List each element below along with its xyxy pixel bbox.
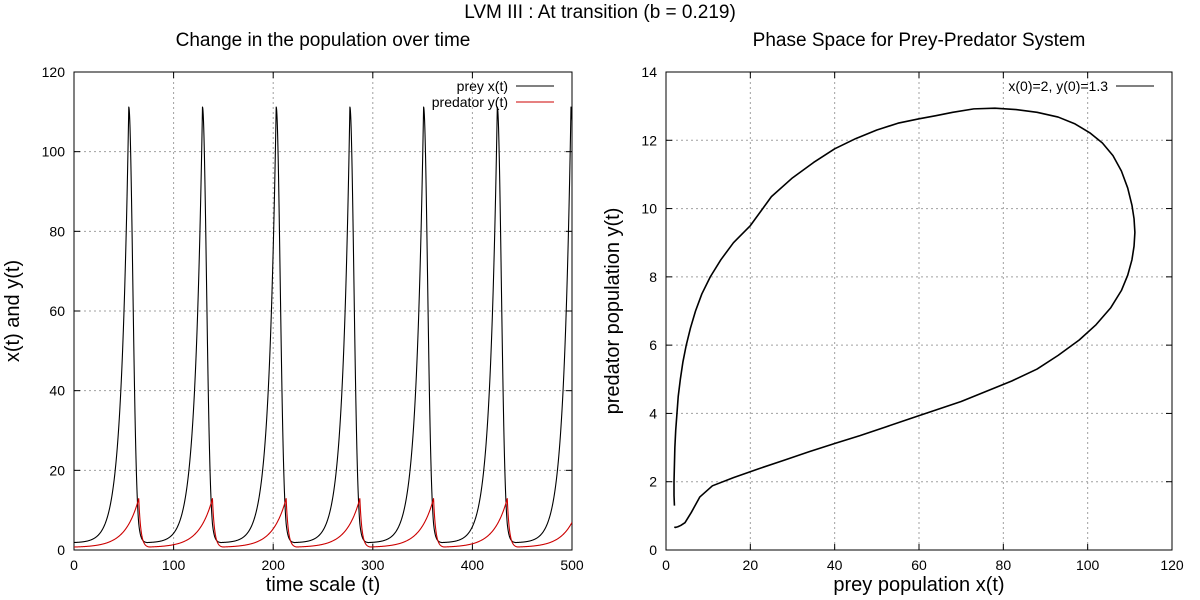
y-tick-label: 40 xyxy=(49,383,65,399)
x-tick-label: 120 xyxy=(1160,557,1184,573)
y-axis-label: x(t) and y(t) xyxy=(2,260,24,362)
x-tick-label: 40 xyxy=(827,557,843,573)
plot-frame xyxy=(665,71,1173,551)
y-tick-label: 2 xyxy=(649,474,657,490)
y-tick-label: 10 xyxy=(641,201,657,217)
y-tick-label: 20 xyxy=(49,462,65,478)
y-axis-label: predator population y(t) xyxy=(602,208,624,415)
chart-title: Change in the population over time xyxy=(176,30,471,51)
x-axis-label: prey population x(t) xyxy=(833,574,1004,596)
x-tick-label: 80 xyxy=(996,557,1012,573)
y-tick-label: 60 xyxy=(49,303,65,319)
series-line-0 xyxy=(74,106,572,544)
series-line-1 xyxy=(74,498,572,548)
x-axis-label: time scale (t) xyxy=(266,574,380,596)
y-tick-label: 120 xyxy=(42,64,66,80)
y-tick-label: 100 xyxy=(42,144,66,160)
series-line-0 xyxy=(673,107,1136,529)
legend-label: x(0)=2, y(0)=1.3 xyxy=(1008,78,1108,94)
chart-title: Phase Space for Prey-Predator System xyxy=(753,30,1086,51)
legend-label: prey x(t) xyxy=(457,78,508,94)
y-tick-label: 0 xyxy=(57,542,65,558)
x-tick-label: 200 xyxy=(262,557,286,573)
x-tick-label: 100 xyxy=(1076,557,1100,573)
y-tick-label: 80 xyxy=(49,223,65,239)
x-tick-label: 500 xyxy=(560,557,584,573)
x-tick-label: 300 xyxy=(361,557,385,573)
phase-space-chart: Phase Space for Prey-Predator System prey… xyxy=(602,30,1184,596)
y-tick-label: 4 xyxy=(649,405,657,421)
y-tick-label: 14 xyxy=(641,64,657,80)
y-tick-label: 0 xyxy=(649,542,657,558)
x-tick-label: 60 xyxy=(911,557,927,573)
x-tick-label: 20 xyxy=(743,557,759,573)
y-tick-label: 8 xyxy=(649,269,657,285)
legend-label: predator y(t) xyxy=(432,94,508,110)
x-tick-label: 100 xyxy=(162,557,186,573)
y-tick-label: 6 xyxy=(649,337,657,353)
x-tick-label: 0 xyxy=(662,557,670,573)
plot-frame xyxy=(73,71,573,551)
x-tick-label: 0 xyxy=(70,557,78,573)
x-tick-label: 400 xyxy=(461,557,485,573)
figure-title: LVM III : At transition (b = 0.219) xyxy=(464,2,736,23)
time-series-chart: Change in the population over time time s… xyxy=(2,30,584,596)
y-tick-label: 12 xyxy=(641,132,657,148)
